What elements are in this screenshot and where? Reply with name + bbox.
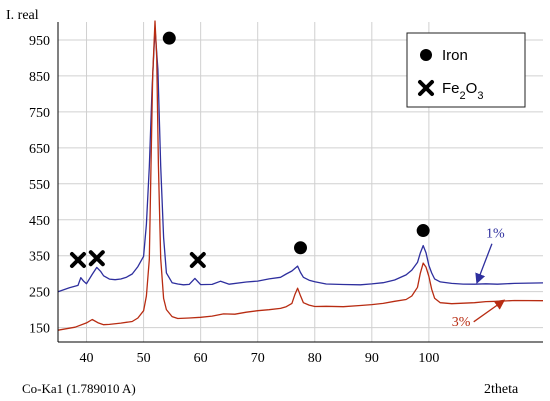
- x-tick-label: 100: [418, 351, 439, 366]
- legend-label-iron: Iron: [442, 47, 468, 64]
- fe2o3-peak-marker-icon: [69, 252, 86, 269]
- fe2o3-peak-marker-icon: [189, 252, 206, 269]
- peak-markers: [69, 31, 430, 269]
- annotation-arrow-icon: [473, 299, 506, 323]
- x-tick-label: 40: [80, 351, 94, 366]
- legend-label-fe2o3: Fe2O3: [442, 80, 483, 102]
- x-tick-label: 80: [308, 351, 322, 366]
- iron-peak-marker-icon: [162, 31, 176, 45]
- series-annotation-label: 3%: [452, 315, 471, 330]
- y-tick-label: 450: [29, 214, 50, 229]
- y-tick-label: 250: [29, 286, 50, 301]
- radiation-footnote: Co-Ka1 (1.789010 A): [22, 381, 136, 396]
- x-tick-label: 90: [365, 351, 379, 366]
- y-tick-label: 650: [29, 142, 50, 157]
- annotation-arrow-icon: [475, 243, 493, 285]
- tick-labels: 150 250 350 450 550 650 750 850 950 40 50 60 70 80 90 1…: [29, 34, 439, 366]
- axes: [57, 22, 543, 343]
- series-layer: [57, 20, 544, 331]
- iron-peak-marker-icon: [294, 241, 307, 255]
- x-axis-label: 2theta: [484, 382, 519, 397]
- fe2o3-peak-marker-icon: [88, 250, 105, 267]
- legend: Iron Fe2O3: [406, 32, 526, 108]
- series-line-1pct: [57, 27, 544, 293]
- y-tick-label: 750: [29, 106, 50, 121]
- y-tick-label: 550: [29, 178, 50, 193]
- series-annotation-label: 1%: [486, 227, 505, 242]
- y-tick-label: 350: [29, 250, 50, 265]
- legend-cross-marker-icon: [418, 80, 434, 96]
- x-tick-label: 70: [251, 351, 265, 366]
- series-line-3pct: [57, 20, 544, 331]
- legend-circle-marker-icon: [420, 49, 432, 61]
- x-tick-label: 50: [137, 351, 151, 366]
- y-tick-label: 150: [29, 322, 50, 337]
- x-tick-label: 60: [194, 351, 208, 366]
- annotations: 1% 3%: [452, 227, 506, 330]
- y-axis-label: I. real: [6, 8, 39, 23]
- y-tick-label: 950: [29, 34, 50, 49]
- y-tick-label: 850: [29, 70, 50, 85]
- legend-box: [406, 32, 526, 108]
- iron-peak-marker-icon: [416, 224, 430, 238]
